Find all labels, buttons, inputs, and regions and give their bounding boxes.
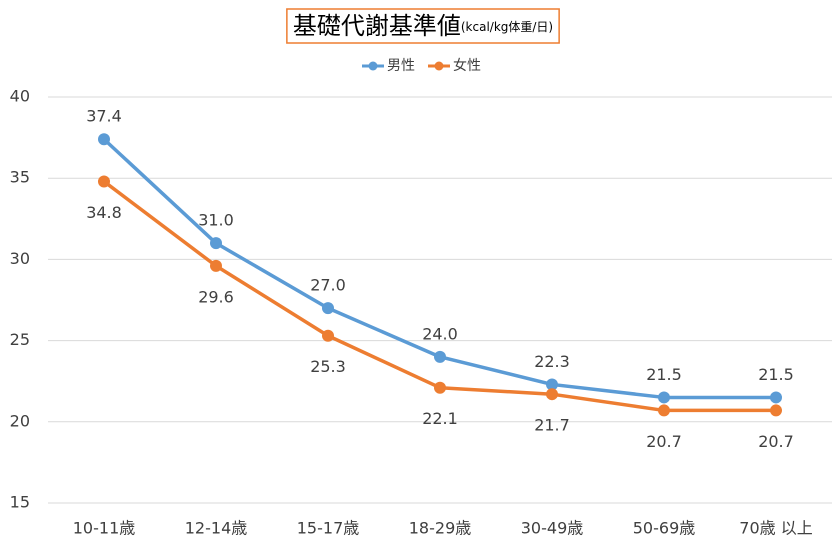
- y-tick-label: 40: [10, 87, 30, 106]
- data-label: 22.1: [422, 409, 458, 428]
- x-tick-label: 70歳 以上: [739, 519, 812, 538]
- x-tick-label: 15-17歳: [297, 519, 360, 538]
- legend-marker: [368, 61, 378, 71]
- data-point: [658, 404, 670, 417]
- y-tick-label: 35: [10, 168, 30, 187]
- data-point: [210, 237, 222, 250]
- data-label: 29.6: [198, 287, 234, 306]
- chart-title-group: 基礎代謝基準値(kcal/kg体重/日): [293, 12, 553, 40]
- data-label: 34.8: [86, 203, 122, 222]
- data-label: 20.7: [758, 432, 794, 451]
- data-point: [658, 391, 670, 404]
- y-tick-label: 30: [10, 249, 30, 268]
- data-point: [210, 259, 222, 272]
- data-point: [434, 350, 446, 363]
- x-tick-label: 50-69歳: [633, 519, 696, 538]
- data-label: 22.3: [534, 352, 570, 371]
- legend-label: 女性: [453, 57, 481, 74]
- data-label: 21.5: [758, 365, 794, 384]
- data-label: 31.0: [198, 211, 234, 230]
- title-box: [286, 8, 560, 44]
- data-label: 20.7: [646, 432, 682, 451]
- data-label: 24.0: [422, 324, 458, 343]
- y-tick-label: 20: [10, 411, 30, 430]
- data-point: [546, 388, 558, 401]
- x-tick-label: 30-49歳: [521, 519, 584, 538]
- data-point: [322, 302, 334, 315]
- data-label: 21.7: [534, 416, 570, 435]
- y-tick-label: 25: [10, 330, 30, 349]
- data-point: [98, 133, 110, 146]
- legend-label: 男性: [387, 58, 415, 74]
- data-label: 27.0: [310, 276, 346, 295]
- y-tick-label: 15: [10, 493, 30, 512]
- x-tick-label: 12-14歳: [185, 519, 248, 538]
- data-point: [322, 329, 334, 342]
- data-label: 25.3: [310, 357, 346, 376]
- data-point: [98, 175, 110, 188]
- data-point: [770, 391, 782, 404]
- data-label: 21.5: [646, 365, 682, 384]
- legend-marker: [434, 61, 444, 71]
- data-point: [770, 404, 782, 417]
- data-point: [434, 381, 446, 394]
- data-label: 37.4: [86, 107, 122, 126]
- x-tick-label: 18-29歳: [409, 519, 472, 538]
- x-tick-label: 10-11歳: [73, 519, 136, 538]
- chart-subtitle: (kcal/kg体重/日): [461, 20, 553, 34]
- data-point: [546, 378, 558, 391]
- chart-title: 基礎代謝基準値: [293, 12, 461, 40]
